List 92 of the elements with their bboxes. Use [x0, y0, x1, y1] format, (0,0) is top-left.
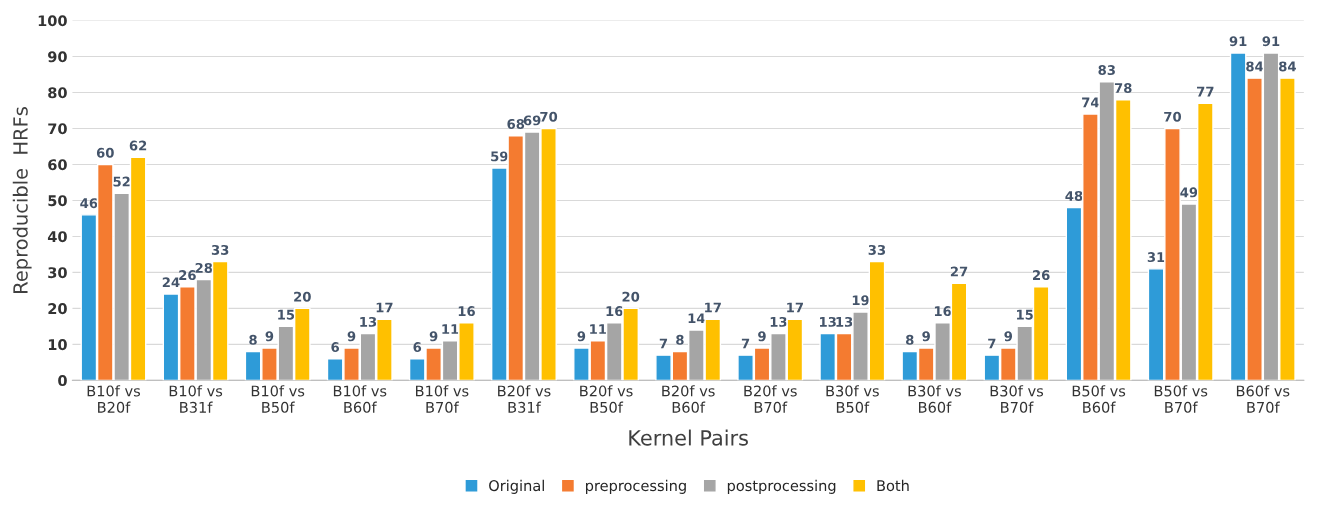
data-label: 16	[606, 306, 623, 317]
y-axis-title: Reproducible HRFs	[12, 107, 32, 293]
data-label: 24	[162, 277, 180, 288]
legend-label: postprocessing	[727, 479, 836, 494]
y-tick-label: 0	[58, 375, 67, 387]
data-label: 33	[868, 244, 886, 255]
data-label: 13	[836, 316, 853, 327]
data-label: 7	[988, 338, 996, 349]
data-label: 11	[590, 324, 607, 334]
x-tick-label: B30f vs B70f	[990, 385, 1044, 413]
x-tick-label: B50f vs B60f	[1072, 385, 1126, 413]
data-label: 17	[787, 302, 803, 313]
data-label: 9	[758, 331, 766, 342]
data-label: 17	[376, 302, 393, 313]
data-label: 6	[413, 342, 422, 353]
data-label: 84	[1246, 61, 1264, 72]
y-tick-label: 10	[48, 339, 67, 351]
data-label: 7	[741, 338, 750, 349]
data-label: 9	[922, 331, 930, 342]
data-label: 28	[195, 262, 213, 273]
data-label: 26	[179, 270, 196, 281]
x-tick-label: B20f vs B60f	[662, 385, 715, 413]
data-label: 8	[906, 334, 914, 345]
x-tick-label: B10f vs B20f	[87, 385, 141, 413]
y-tick-label: 60	[48, 159, 67, 171]
x-axis-title: Kernel Pairs	[629, 429, 748, 446]
data-label: 9	[347, 331, 356, 342]
y-tick-label: 70	[48, 123, 67, 135]
legend-label: Original	[489, 479, 544, 494]
y-tick-label: 50	[48, 195, 67, 207]
data-label: 8	[676, 334, 684, 345]
data-label: 16	[934, 306, 952, 317]
data-label: 13	[360, 316, 377, 327]
data-label: 8	[249, 334, 257, 345]
y-tick-label: 100	[38, 15, 67, 27]
data-label: 9	[1004, 331, 1013, 342]
data-label: 27	[950, 266, 968, 277]
data-label: 26	[1033, 270, 1050, 281]
data-label: 15	[1017, 309, 1033, 320]
y-tick-label: 40	[47, 231, 67, 243]
data-label: 14	[688, 313, 705, 324]
data-label: 69	[523, 115, 541, 126]
data-label: 62	[129, 140, 147, 151]
data-label: 19	[852, 295, 869, 306]
legend-label: preprocessing	[586, 479, 686, 494]
x-tick-label: B10f vs B31f	[169, 385, 223, 413]
data-label: 60	[96, 147, 114, 158]
data-label: 52	[113, 176, 130, 187]
y-tick-label: 90	[48, 51, 67, 63]
data-label: 46	[80, 198, 98, 209]
data-label: 20	[622, 291, 640, 302]
data-label: 49	[1180, 187, 1198, 198]
data-label: 83	[1098, 65, 1115, 75]
data-label: 17	[705, 302, 721, 313]
data-label: 9	[577, 331, 586, 342]
x-tick-label: B20f vs B50f	[580, 385, 633, 413]
data-label: 59	[491, 151, 508, 162]
data-label: 15	[278, 309, 295, 320]
x-tick-label: B10f vs B50f	[251, 385, 305, 413]
data-label: 91	[1229, 36, 1247, 47]
data-label: 33	[211, 244, 229, 255]
data-label: 70	[1164, 111, 1182, 122]
data-label: 20	[294, 291, 311, 302]
data-label: 13	[820, 316, 836, 327]
data-label: 16	[458, 306, 475, 317]
x-tick-label: B30f vs B50f	[826, 385, 879, 413]
x-tick-label: B20f vs B31f	[498, 385, 551, 413]
data-label: 84	[1279, 61, 1296, 72]
data-label: 74	[1082, 97, 1099, 108]
data-label: 13	[770, 316, 787, 327]
data-label: 77	[1197, 86, 1214, 97]
data-label: 68	[507, 118, 525, 129]
data-label: 11	[442, 324, 459, 334]
x-tick-label: B30f vs B60f	[908, 385, 961, 413]
data-label: 7	[659, 338, 668, 349]
x-tick-label: B50f vs B70f	[1154, 385, 1208, 413]
y-tick-label: 20	[48, 303, 67, 315]
data-label: 9	[429, 331, 438, 342]
data-label: 6	[331, 342, 340, 353]
x-tick-label: B10f vs B70f	[416, 385, 469, 413]
data-label: 91	[1262, 36, 1280, 47]
x-tick-label: B20f vs B70f	[744, 385, 797, 413]
x-tick-label: B10f vs B60f	[333, 385, 387, 413]
data-label: 78	[1114, 83, 1132, 93]
y-tick-label: 30	[48, 267, 67, 279]
data-label: 9	[265, 331, 274, 342]
data-label: 48	[1065, 190, 1083, 201]
x-tick-label: B60f vs B70f	[1236, 385, 1290, 413]
data-label: 31	[1147, 252, 1165, 263]
data-label: 70	[540, 111, 558, 122]
y-tick-label: 80	[48, 87, 67, 99]
legend-label: Both	[877, 479, 909, 492]
